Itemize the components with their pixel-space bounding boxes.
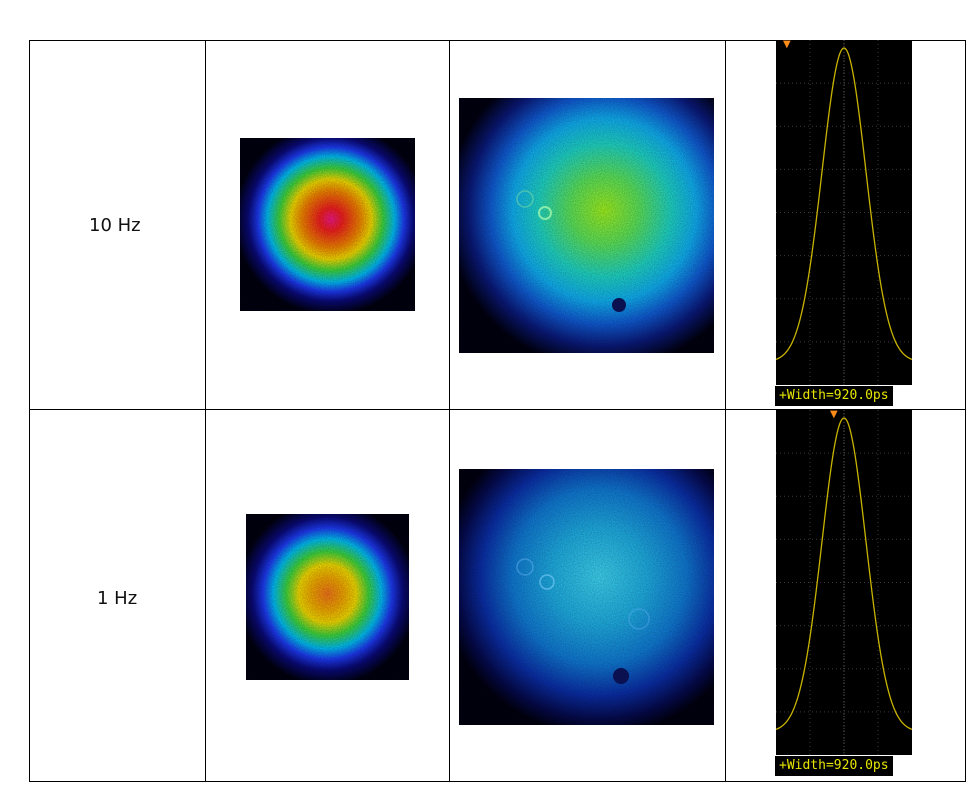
- table-border-right: [965, 40, 966, 782]
- trigger-marker-icon: ▼: [830, 409, 838, 420]
- pulse-width-readout-row-2: +Width=920.0ps: [775, 756, 893, 776]
- far-field-beam-image-row-2: [459, 469, 714, 725]
- table-border-middle: [29, 409, 966, 410]
- oscilloscope-trace-row-2: [776, 410, 912, 755]
- table-divider-1: [205, 40, 206, 782]
- trigger-marker-icon: ▼: [783, 39, 791, 50]
- table-border-top: [29, 40, 966, 41]
- table-border-left: [29, 40, 30, 782]
- oscilloscope-trace-row-1: [776, 40, 912, 385]
- table-divider-2: [449, 40, 450, 782]
- table-border-bottom: [29, 781, 966, 782]
- near-field-beam-image-row-1: [240, 138, 415, 311]
- pulse-width-readout-row-1: +Width=920.0ps: [775, 386, 893, 406]
- table-divider-3: [725, 40, 726, 782]
- near-field-beam-image-row-2: [246, 514, 409, 680]
- far-field-beam-image-row-1: [459, 98, 714, 353]
- frequency-label-row-1: 10 Hz: [89, 215, 141, 236]
- frequency-label-row-2: 1 Hz: [97, 588, 138, 609]
